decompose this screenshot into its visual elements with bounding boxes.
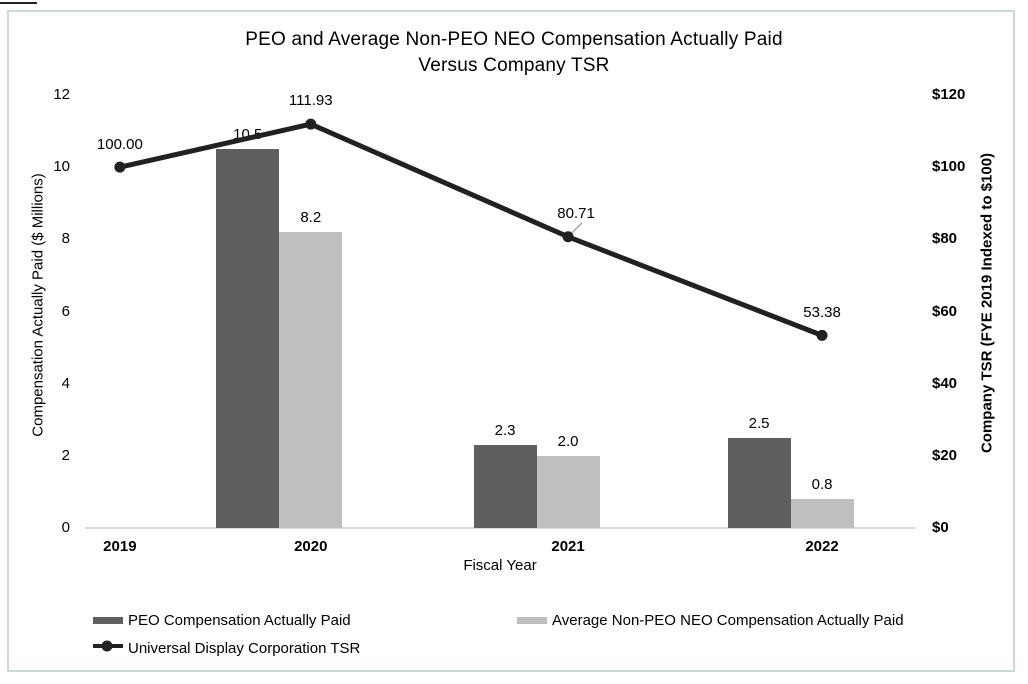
bar-value-label: 10.5	[233, 126, 263, 144]
right-axis-tick-label: $20	[932, 446, 958, 464]
chart-title: PEO and Average Non-PEO NEO Compensation…	[0, 27, 1028, 79]
legend-label-peo: PEO Compensation Actually Paid	[128, 612, 351, 629]
bar-peo-2021	[473, 445, 537, 528]
left-axis-tick-label: 12	[53, 86, 70, 103]
x-axis-tick-label: 2022	[805, 538, 839, 555]
x-axis-line	[85, 527, 915, 529]
tsr-line-marker	[305, 118, 317, 130]
chart-title-line2: Versus Company TSR	[418, 55, 610, 76]
tsr-value-label: 100.00	[96, 136, 143, 154]
right-axis-title: Company TSR (FYE 2019 Indexed to $100)	[978, 152, 996, 454]
legend-item-tsr: Universal Display Corporation TSR	[93, 639, 360, 657]
left-axis-tick-label: 10	[53, 158, 70, 176]
bar-non-peo-2021	[536, 455, 600, 528]
left-axis-tick-label: 4	[61, 374, 70, 392]
x-axis-tick-label: 2020	[294, 538, 328, 555]
bar-value-label: 8.2	[300, 209, 322, 227]
legend-swatch-non-peo	[517, 617, 547, 624]
legend-swatch-peo	[93, 617, 123, 624]
bar-peo-2020	[216, 149, 280, 528]
tsr-line-marker	[114, 161, 126, 173]
right-axis-tick-label: $60	[932, 302, 958, 320]
data-label-leader-line	[570, 222, 583, 235]
legend-label-non-peo: Average Non-PEO NEO Compensation Actuall…	[552, 612, 904, 629]
left-axis-tick-label: 0	[61, 519, 70, 536]
bar-value-label: 2.5	[748, 414, 770, 432]
tsr-value-label: 53.38	[803, 304, 841, 322]
legend-line-marker-icon	[93, 639, 123, 657]
tsr-legend-glyph	[93, 640, 123, 652]
bar-value-label: 2.0	[557, 432, 579, 450]
legend-item-non-peo: Average Non-PEO NEO Compensation Actuall…	[517, 612, 904, 629]
screenshot-edge-artifact	[0, 2, 37, 4]
left-axis-tick-label: 8	[61, 230, 70, 248]
bar-non-peo-2020	[279, 232, 343, 528]
chart-title-line1: PEO and Average Non-PEO NEO Compensation…	[245, 29, 783, 50]
x-axis-tick-label: 2021	[551, 538, 585, 555]
bar-value-label: 0.8	[811, 476, 833, 494]
tsr-value-label: 111.93	[288, 92, 333, 110]
right-axis-tick-label: $100	[932, 158, 966, 176]
x-axis-title: Fiscal Year	[463, 557, 537, 574]
right-axis-tick-label: $80	[932, 230, 958, 248]
bar-non-peo-2022	[790, 499, 854, 528]
tsr-line-marker	[562, 231, 574, 243]
x-axis-tick-label: 2019	[103, 538, 137, 555]
bar-peo-2022	[727, 437, 791, 528]
right-axis-tick-label: $120	[932, 86, 966, 103]
right-axis-tick-label: $40	[932, 374, 958, 392]
bar-value-label: 2.3	[494, 422, 516, 439]
left-axis-tick-label: 6	[61, 302, 70, 320]
left-axis-tick-label: 2	[61, 446, 70, 464]
tsr-line-marker	[816, 329, 828, 341]
legend-label-tsr: Universal Display Corporation TSR	[128, 639, 361, 657]
legend-item-peo: PEO Compensation Actually Paid	[93, 612, 351, 629]
tsr-value-label: 80.71	[557, 204, 595, 222]
right-axis-tick-label: $0	[932, 519, 949, 536]
